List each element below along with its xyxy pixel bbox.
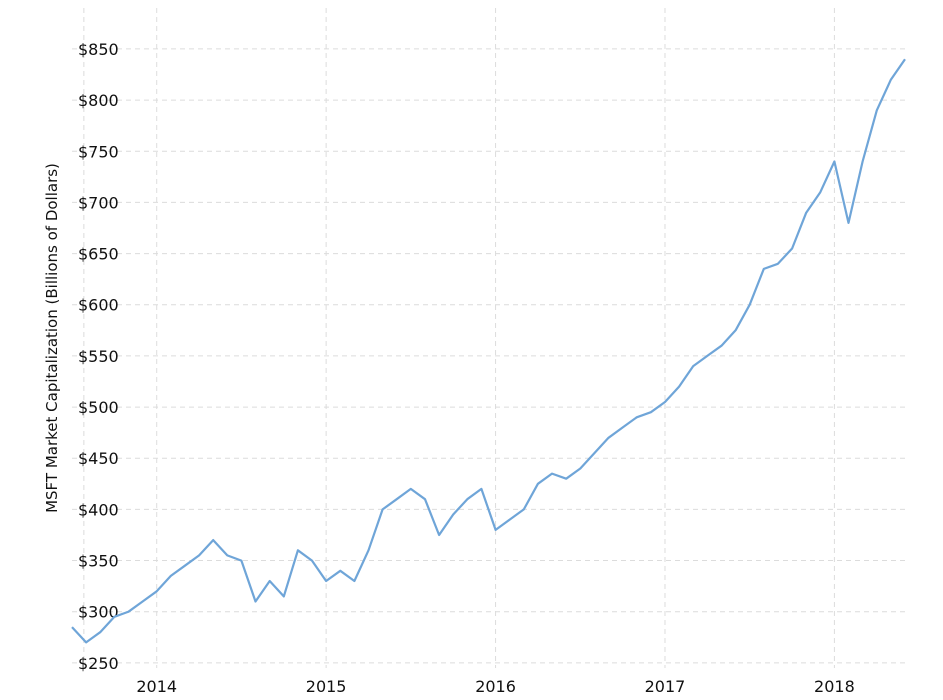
y-tick-label: $250 xyxy=(78,654,119,673)
x-tick-label: 2015 xyxy=(306,677,347,696)
y-tick-label: $500 xyxy=(78,398,119,417)
y-tick-label: $550 xyxy=(78,347,119,366)
y-tick-label: $400 xyxy=(78,500,119,519)
y-tick-label: $650 xyxy=(78,245,119,264)
y-tick-label: $600 xyxy=(78,296,119,315)
y-tick-label: $800 xyxy=(78,91,119,110)
y-tick-label: $350 xyxy=(78,552,119,571)
x-axis-ticks: 2014 2015 2016 2017 2018 xyxy=(136,677,854,696)
series-layer xyxy=(71,58,906,644)
x-tick-label: 2016 xyxy=(475,677,516,696)
y-tick-label: $700 xyxy=(78,193,119,212)
y-tick-label: $850 xyxy=(78,40,119,59)
market-cap-series-line xyxy=(71,58,906,644)
x-tick-label: 2018 xyxy=(814,677,855,696)
gridlines xyxy=(72,8,905,668)
y-tick-label: $450 xyxy=(78,449,119,468)
y-tick-label: $750 xyxy=(78,142,119,161)
y-axis-ticks: $250 $300 $350 $400 $450 $500 $550 $600 $650 $700… xyxy=(78,40,119,673)
y-tick-label: $300 xyxy=(78,603,119,622)
x-tick-label: 2017 xyxy=(645,677,686,696)
y-axis-title: MSFT Market Capitalization (Billions of … xyxy=(43,163,61,513)
x-tick-label: 2014 xyxy=(136,677,177,696)
